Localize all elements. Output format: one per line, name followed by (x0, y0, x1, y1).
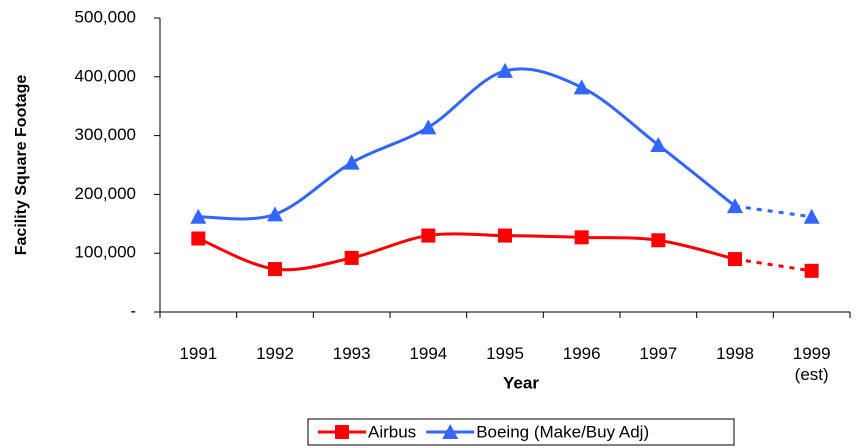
estimate-line (734, 257, 812, 273)
marker (190, 208, 207, 224)
y-tick-label: - (130, 301, 136, 320)
x-tick-label: 1992 (256, 344, 294, 363)
series-line (198, 67, 736, 221)
legend-label: Airbus (368, 422, 416, 441)
x-tick-label: 1994 (409, 344, 448, 363)
marker (803, 208, 820, 224)
marker (804, 263, 819, 278)
marker (420, 119, 437, 135)
marker (344, 250, 359, 265)
marker (343, 154, 360, 170)
x-tick-label: 1997 (639, 344, 678, 363)
x-axis-label: Year (503, 373, 539, 392)
legend-box (307, 418, 735, 446)
y-tick-label: 100,000 (75, 243, 136, 262)
marker (442, 424, 459, 439)
marker (268, 262, 282, 277)
x-tick-label: 1999 (est) (792, 344, 831, 384)
estimate-line (734, 204, 812, 219)
y-tick-label: 500,000 (75, 7, 136, 26)
x-tick-label: 1991 (179, 344, 218, 363)
marker (728, 252, 742, 267)
x-tick-label: 1996 (562, 344, 601, 363)
y-axis-label: Facility Square Footage (13, 75, 30, 256)
marker (335, 425, 349, 439)
marker (650, 137, 667, 153)
marker (267, 206, 283, 222)
y-tick-label: 400,000 (75, 66, 136, 85)
marker (498, 228, 512, 243)
x-tick-label: 1995 (486, 344, 524, 363)
marker (574, 230, 589, 245)
y-tick-label: 200,000 (75, 184, 136, 203)
marker (497, 62, 513, 78)
marker (727, 198, 743, 214)
y-tick-label: 300,000 (75, 125, 136, 144)
marker (651, 233, 666, 248)
marker (573, 79, 590, 95)
marker (421, 228, 436, 243)
x-tick-label: 1998 (716, 344, 754, 363)
marker (191, 231, 206, 246)
x-tick-label: 1993 (332, 344, 371, 363)
legend-label: Boeing (Make/Buy Adj) (476, 422, 649, 441)
legend: Airbus Boeing (Make/Buy Adj) (307, 418, 735, 446)
